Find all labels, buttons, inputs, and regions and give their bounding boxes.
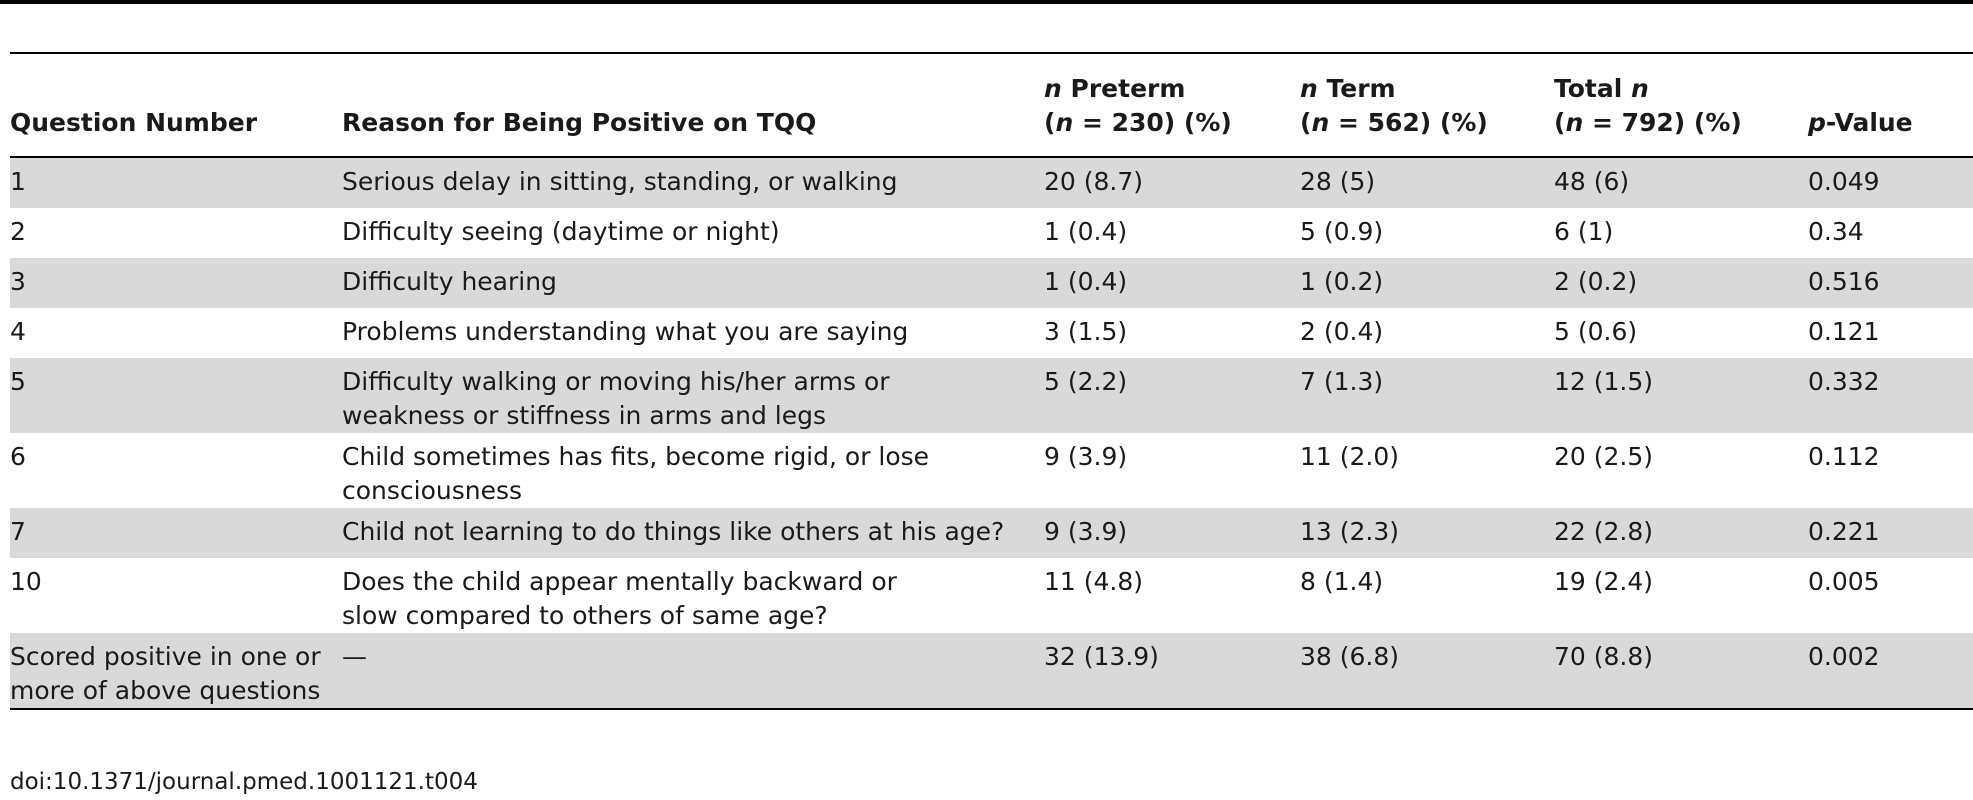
cell-reason: Child sometimes has fits, become rigid, … xyxy=(342,433,1044,508)
cell-p-value: 0.005 xyxy=(1808,567,1880,596)
cell-preterm: 3 (1.5) xyxy=(1044,317,1128,346)
question-line: Scored positive in one or xyxy=(10,642,321,671)
results-table: Question Number Reason for Being Positiv… xyxy=(10,52,1973,710)
cell-term: 38 (6.8) xyxy=(1300,633,1554,710)
cell-reason: Serious delay in sitting, standing, or w… xyxy=(342,157,1044,208)
header-term: n Term (n = 562) (%) xyxy=(1300,52,1554,158)
cell-term: 13 (2.3) xyxy=(1300,508,1554,558)
doi-caption: doi:10.1371/journal.pmed.1001121.t004 xyxy=(10,769,478,795)
table-row: 10 Does the child appear mentally backwa… xyxy=(10,558,1973,633)
cell-preterm: 1 (0.4) xyxy=(1044,258,1300,308)
table-body: 1 Serious delay in sitting, standing, or… xyxy=(10,157,1973,710)
cell-reason: — xyxy=(342,633,1044,710)
question-line: more of above questions xyxy=(10,676,321,705)
reason-line: Child sometimes has fits, become rigid, … xyxy=(342,442,930,471)
cell-question-number: 5 xyxy=(10,358,342,433)
cell-total: 12 (1.5) xyxy=(1554,358,1808,433)
table-row: 2 Difficulty seeing (daytime or night) 1… xyxy=(10,208,1973,258)
cell-total: 5 (0.6) xyxy=(1554,317,1638,346)
cell-question-number: 6 xyxy=(10,442,26,471)
cell-preterm: 20 (8.7) xyxy=(1044,157,1300,208)
cell-preterm: 1 (0.4) xyxy=(1044,217,1128,246)
cell-reason: Problems understanding what you are sayi… xyxy=(342,317,909,346)
cell-term: 7 (1.3) xyxy=(1300,358,1554,433)
cell-p-value: 0.34 xyxy=(1808,217,1864,246)
header-question-number: Question Number xyxy=(10,52,342,158)
cell-reason: Difficulty hearing xyxy=(342,258,1044,308)
cell-total: 6 (1) xyxy=(1554,217,1614,246)
table-row: 5 Difficulty walking or moving his/her a… xyxy=(10,358,1973,433)
cell-p-value: 0.516 xyxy=(1808,258,1973,308)
cell-preterm: 9 (3.9) xyxy=(1044,442,1128,471)
table-row: 6 Child sometimes has fits, become rigid… xyxy=(10,433,1973,508)
table-row: 1 Serious delay in sitting, standing, or… xyxy=(10,157,1973,208)
cell-question-number: 3 xyxy=(10,258,342,308)
cell-p-value: 0.121 xyxy=(1808,317,1880,346)
top-rule xyxy=(0,0,1973,4)
cell-term: 28 (5) xyxy=(1300,157,1554,208)
cell-preterm: 32 (13.9) xyxy=(1044,633,1300,710)
cell-total: 20 (2.5) xyxy=(1554,442,1654,471)
table-row: Scored positive in one or more of above q… xyxy=(10,633,1973,710)
cell-p-value: 0.221 xyxy=(1808,508,1973,558)
reason-line: Does the child appear mentally backward … xyxy=(342,567,897,596)
cell-p-value: 0.112 xyxy=(1808,442,1880,471)
cell-question-number: 1 xyxy=(10,157,342,208)
cell-term: 8 (1.4) xyxy=(1300,567,1384,596)
cell-term: 5 (0.9) xyxy=(1300,217,1384,246)
results-table-container: Question Number Reason for Being Positiv… xyxy=(10,52,1973,710)
cell-question-number: 7 xyxy=(10,508,342,558)
cell-total: 22 (2.8) xyxy=(1554,508,1808,558)
reason-line: consciousness xyxy=(342,476,523,505)
cell-reason: Difficulty walking or moving his/her arm… xyxy=(342,358,1044,433)
cell-total: 48 (6) xyxy=(1554,157,1808,208)
cell-preterm: 9 (3.9) xyxy=(1044,508,1300,558)
cell-question-number: 2 xyxy=(10,217,26,246)
table-row: 7 Child not learning to do things like o… xyxy=(10,508,1973,558)
reason-line: weakness or stiffness in arms and legs xyxy=(342,401,827,430)
cell-reason: Does the child appear mentally backward … xyxy=(342,558,1044,633)
cell-total: 19 (2.4) xyxy=(1554,567,1654,596)
cell-total: 2 (0.2) xyxy=(1554,258,1808,308)
cell-preterm: 5 (2.2) xyxy=(1044,358,1300,433)
cell-preterm: 11 (4.8) xyxy=(1044,567,1144,596)
reason-line: Difficulty walking or moving his/her arm… xyxy=(342,367,890,396)
cell-p-value: 0.049 xyxy=(1808,157,1973,208)
header-preterm: n Preterm (n = 230) (%) xyxy=(1044,52,1300,158)
header-total: Total n (n = 792) (%) xyxy=(1554,52,1808,158)
table-row: 4 Problems understanding what you are sa… xyxy=(10,308,1973,358)
cell-reason: Child not learning to do things like oth… xyxy=(342,508,1044,558)
cell-question-number: 4 xyxy=(10,317,26,346)
table-row: 3 Difficulty hearing 1 (0.4) 1 (0.2) 2 (… xyxy=(10,258,1973,308)
cell-reason: Difficulty seeing (daytime or night) xyxy=(342,217,780,246)
header-p-value: p-Value xyxy=(1808,52,1973,158)
header-reason: Reason for Being Positive on TQQ xyxy=(342,52,1044,158)
cell-question-number: 10 xyxy=(10,567,42,596)
cell-p-value: 0.332 xyxy=(1808,358,1973,433)
cell-term: 11 (2.0) xyxy=(1300,442,1400,471)
cell-term: 2 (0.4) xyxy=(1300,317,1384,346)
cell-question-number: Scored positive in one or more of above q… xyxy=(10,633,342,710)
cell-total: 70 (8.8) xyxy=(1554,633,1808,710)
cell-p-value: 0.002 xyxy=(1808,633,1973,710)
cell-term: 1 (0.2) xyxy=(1300,258,1554,308)
reason-line: slow compared to others of same age? xyxy=(342,601,828,630)
table-header: Question Number Reason for Being Positiv… xyxy=(10,52,1973,158)
header-row: Question Number Reason for Being Positiv… xyxy=(10,52,1973,158)
